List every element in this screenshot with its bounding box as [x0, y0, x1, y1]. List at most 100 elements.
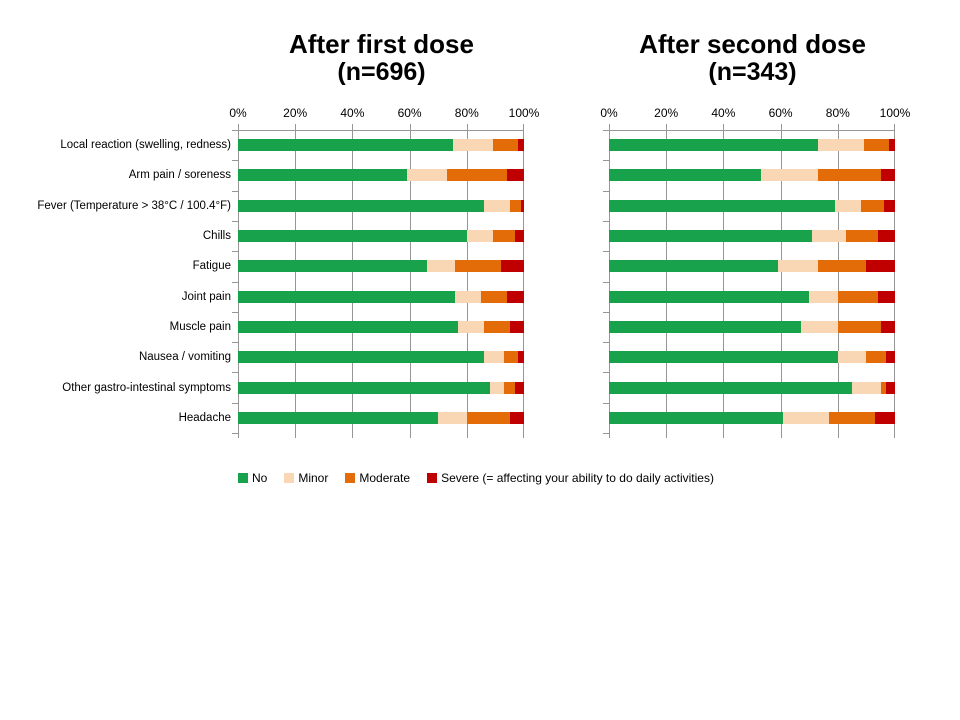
chart-title-second-dose: After second dose (n=343) — [609, 30, 896, 86]
bar-segment-minor — [483, 351, 504, 364]
bar-segment-severe — [883, 199, 895, 212]
legend-item-no: No — [238, 471, 267, 485]
bar-segment-moderate — [503, 351, 519, 364]
category-axis-tick — [603, 251, 609, 253]
chart-title-line2: (n=343) — [708, 58, 797, 86]
bar-row — [238, 351, 524, 364]
category-label: Muscle pain — [169, 320, 231, 333]
x-axis-line — [609, 130, 895, 131]
chart-title-line1: After first dose — [289, 29, 474, 59]
bar-segment-no — [238, 320, 459, 333]
gridline — [780, 124, 782, 438]
bar-row — [609, 260, 895, 273]
bar-segment-moderate — [846, 230, 878, 243]
gridline — [409, 124, 411, 438]
category-axis-tick — [232, 160, 238, 162]
bar-segment-minor — [834, 199, 861, 212]
gridline — [837, 124, 839, 438]
category-axis-tick — [603, 130, 609, 131]
bar-segment-moderate — [837, 290, 878, 303]
category-axis-tick — [232, 281, 238, 283]
category-axis-tick — [603, 311, 609, 313]
chart-title-line1: After second dose — [639, 29, 866, 59]
category-axis-tick — [603, 160, 609, 162]
bar-segment-moderate — [880, 381, 887, 394]
category-axis-tick — [232, 130, 238, 131]
bar-row — [609, 381, 895, 394]
bar-segment-severe — [866, 260, 895, 273]
bar-segment-no — [238, 169, 407, 182]
legend-marker-moderate — [345, 473, 356, 483]
bar-segment-severe — [515, 381, 524, 394]
legend-label: Severe (= affecting your ability to do d… — [441, 471, 714, 485]
bar-segment-no — [609, 230, 813, 243]
gridline — [894, 124, 895, 438]
bar-segment-no — [238, 199, 484, 212]
bar-segment-minor — [812, 230, 847, 243]
gridline — [609, 124, 610, 438]
bar-segment-no — [238, 230, 467, 243]
bar-segment-severe — [877, 230, 895, 243]
x-axis-tick-label: 20% — [654, 106, 679, 120]
legend-label: No — [252, 471, 268, 485]
gridline — [295, 124, 297, 438]
bar-segment-severe — [880, 169, 895, 182]
x-axis-tick-label: 0% — [229, 106, 247, 120]
category-axis-tick — [232, 311, 238, 313]
bar-segment-severe — [509, 320, 524, 333]
bar-segment-moderate — [492, 230, 516, 243]
bar-row — [609, 230, 895, 243]
gridline — [238, 124, 239, 438]
category-axis-tick — [603, 342, 609, 344]
category-axis-tick — [603, 220, 609, 222]
bar-segment-minor — [809, 290, 838, 303]
category-label: Other gastro-intestinal symptoms — [62, 381, 231, 394]
bar-segment-no — [238, 260, 427, 273]
bar-segment-minor — [777, 260, 818, 273]
category-axis-tick — [232, 433, 238, 434]
bar-row — [238, 411, 524, 424]
bar-row — [609, 139, 895, 152]
bar-segment-minor — [455, 290, 482, 303]
bar-segment-moderate — [455, 260, 502, 273]
bar-segment-severe — [886, 381, 895, 394]
bar-segment-minor — [458, 320, 484, 333]
legend-marker-minor — [284, 473, 295, 483]
bar-row — [609, 199, 895, 212]
legend-item-minor: Minor — [284, 471, 328, 485]
bar-segment-moderate — [492, 139, 519, 152]
bar-segment-no — [238, 411, 439, 424]
gridline — [352, 124, 354, 438]
category-axis-tick — [232, 190, 238, 192]
bar-row — [238, 139, 524, 152]
x-axis-line — [238, 130, 524, 131]
bar-segment-minor — [483, 199, 510, 212]
bar-segment-minor — [438, 411, 467, 424]
category-label: Fatigue — [192, 260, 231, 273]
bar-segment-no — [609, 320, 801, 333]
legend-label: Minor — [298, 471, 329, 485]
category-label: Headache — [178, 411, 231, 424]
bar-row — [238, 199, 524, 212]
bar-segment-severe — [506, 290, 524, 303]
category-axis-tick — [232, 251, 238, 253]
x-axis-tick-label: 60% — [397, 106, 422, 120]
category-label: Fever (Temperature > 38°C / 100.4°F) — [37, 199, 231, 212]
bar-segment-moderate — [863, 139, 890, 152]
x-axis-tick-label: 100% — [879, 106, 911, 120]
category-label: Chills — [202, 230, 231, 243]
category-label: Arm pain / soreness — [128, 169, 231, 182]
x-axis-tick-label: 60% — [768, 106, 793, 120]
plot-area-second-dose: 0% 20% 40% 60% 80% 100% — [600, 106, 910, 438]
category-axis-tick — [603, 372, 609, 374]
bar-row — [609, 290, 895, 303]
legend-item-moderate: Moderate — [345, 471, 410, 485]
x-axis-tick-label: 0% — [600, 106, 618, 120]
bar-segment-no — [609, 169, 761, 182]
bar-row — [238, 260, 524, 273]
bar-segment-minor — [837, 351, 867, 364]
bar-segment-moderate — [837, 320, 881, 333]
x-axis-tick-label: 80% — [825, 106, 850, 120]
x-axis-tick-label: 40% — [340, 106, 365, 120]
bar-segment-severe — [515, 230, 524, 243]
